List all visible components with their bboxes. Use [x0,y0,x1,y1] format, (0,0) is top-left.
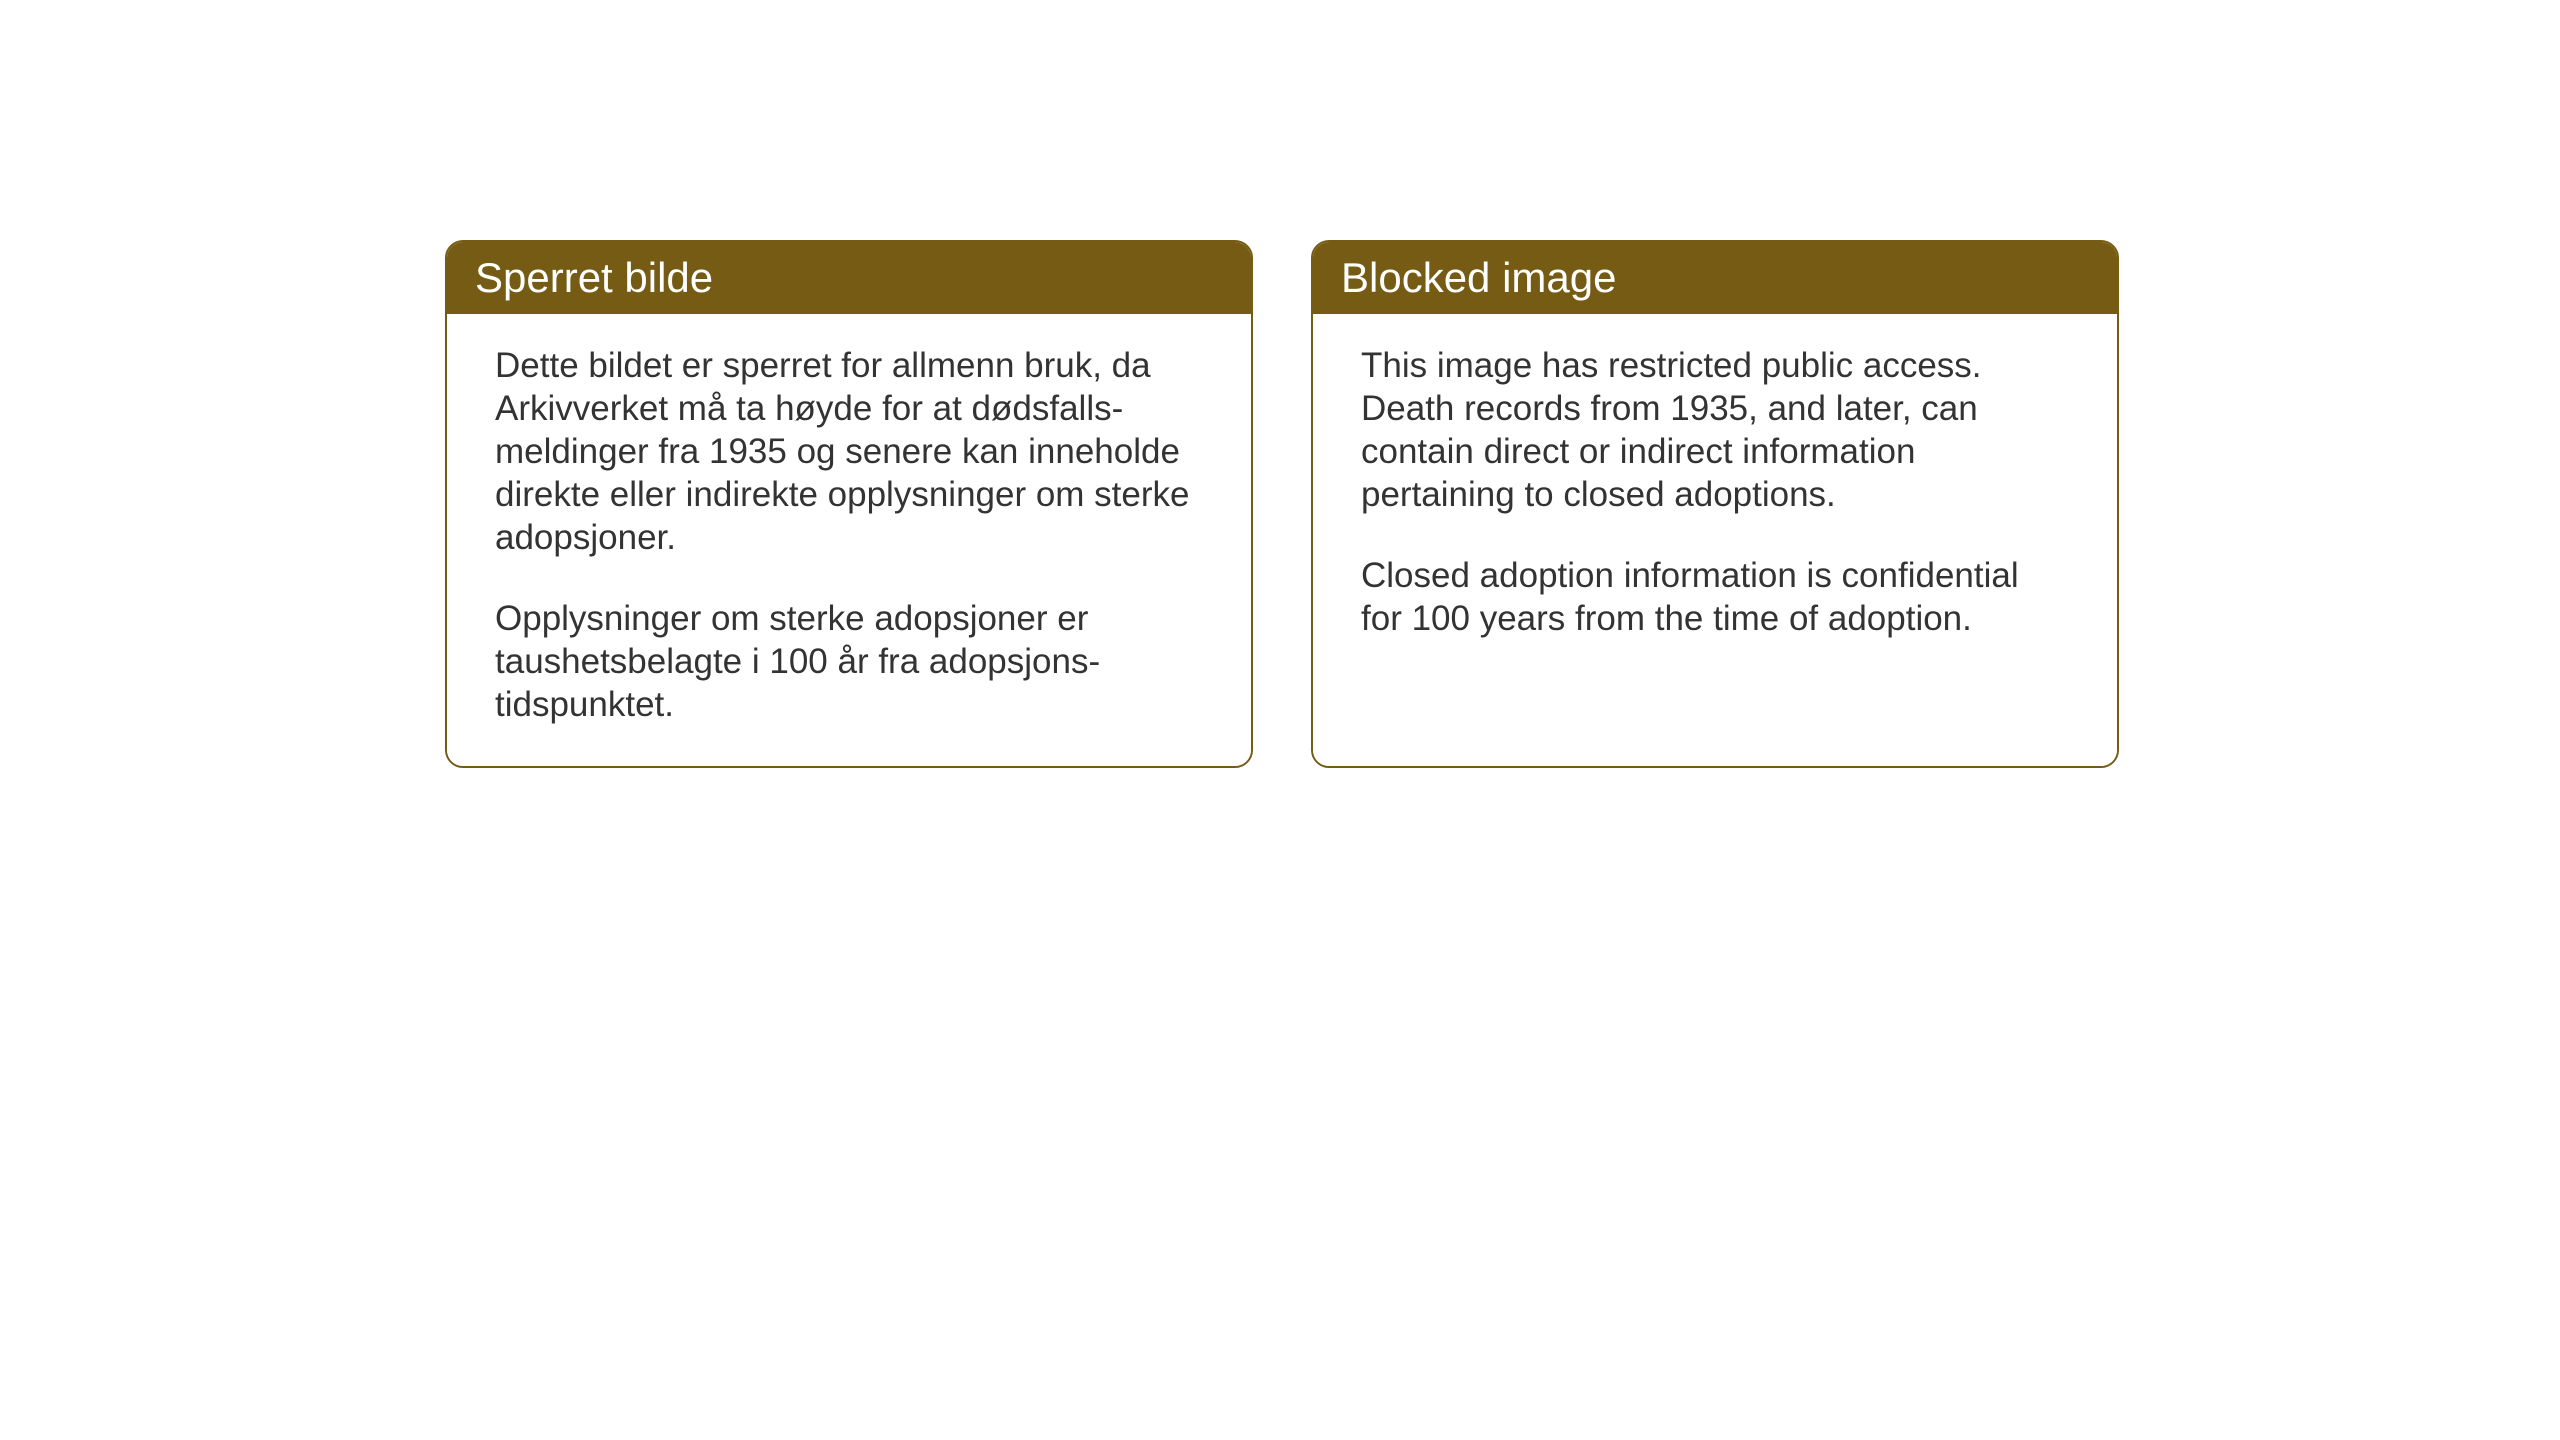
card-norwegian: Sperret bilde Dette bildet er sperret fo… [445,240,1253,768]
card-paragraph-2: Closed adoption information is confident… [1361,554,2069,640]
card-title: Blocked image [1341,254,1616,301]
card-paragraph-1: Dette bildet er sperret for allmenn bruk… [495,344,1203,559]
card-header: Sperret bilde [447,242,1251,314]
card-title: Sperret bilde [475,254,713,301]
card-paragraph-1: This image has restricted public access.… [1361,344,2069,516]
card-body: Dette bildet er sperret for allmenn bruk… [447,314,1251,766]
card-body: This image has restricted public access.… [1313,314,2117,766]
cards-container: Sperret bilde Dette bildet er sperret fo… [445,240,2119,768]
card-header: Blocked image [1313,242,2117,314]
card-paragraph-2: Opplysninger om sterke adopsjoner er tau… [495,597,1203,726]
card-english: Blocked image This image has restricted … [1311,240,2119,768]
